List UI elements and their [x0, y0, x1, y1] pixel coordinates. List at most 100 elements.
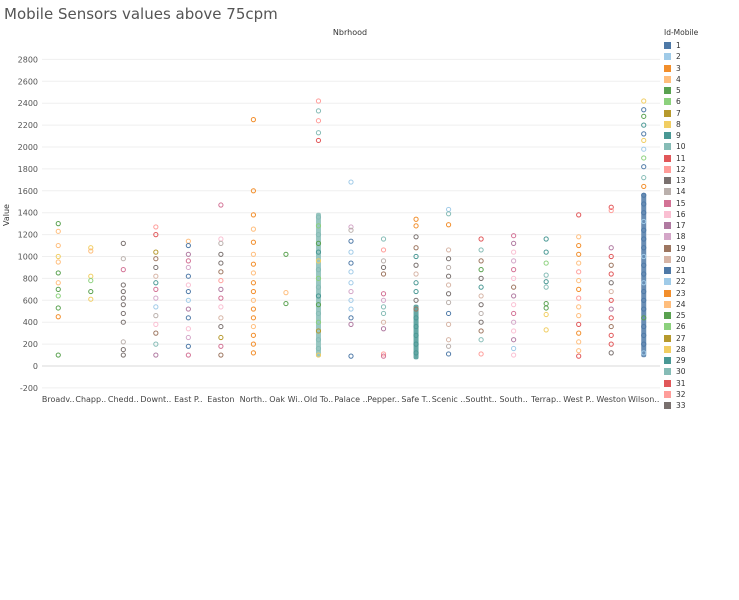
- data-point[interactable]: [55, 293, 61, 299]
- data-point[interactable]: [478, 293, 484, 299]
- data-point[interactable]: [315, 232, 322, 238]
- data-point[interactable]: [608, 306, 614, 312]
- data-point[interactable]: [380, 297, 387, 303]
- data-point[interactable]: [641, 113, 647, 119]
- data-point[interactable]: [478, 351, 484, 357]
- data-point[interactable]: [218, 323, 224, 330]
- data-point[interactable]: [88, 288, 94, 295]
- data-point[interactable]: [413, 253, 419, 260]
- data-point[interactable]: [218, 240, 224, 246]
- data-point[interactable]: [185, 258, 191, 264]
- data-point[interactable]: [153, 273, 159, 279]
- data-point[interactable]: [608, 332, 614, 338]
- legend-item[interactable]: 26: [664, 321, 738, 332]
- data-point[interactable]: [641, 146, 647, 152]
- data-point[interactable]: [315, 284, 322, 290]
- data-point[interactable]: [185, 306, 191, 312]
- data-point[interactable]: [88, 245, 94, 251]
- data-point[interactable]: [380, 326, 387, 332]
- data-point[interactable]: [120, 295, 126, 301]
- data-point[interactable]: [250, 323, 257, 330]
- data-point[interactable]: [380, 264, 387, 271]
- data-point[interactable]: [185, 334, 191, 341]
- data-point[interactable]: [153, 304, 159, 310]
- data-point[interactable]: [380, 319, 387, 325]
- data-point[interactable]: [445, 321, 452, 327]
- data-point[interactable]: [185, 315, 191, 321]
- data-point[interactable]: [380, 351, 387, 357]
- data-point[interactable]: [315, 130, 322, 136]
- data-point[interactable]: [315, 337, 322, 343]
- legend-item[interactable]: 17: [664, 220, 738, 231]
- data-point[interactable]: [88, 273, 94, 279]
- data-point[interactable]: [608, 350, 614, 356]
- data-point[interactable]: [511, 302, 517, 308]
- data-point[interactable]: [576, 286, 582, 292]
- data-point[interactable]: [120, 339, 126, 345]
- data-point[interactable]: [608, 323, 614, 330]
- data-point[interactable]: [315, 137, 322, 144]
- data-point[interactable]: [413, 297, 419, 303]
- data-point[interactable]: [641, 341, 647, 347]
- data-point[interactable]: [478, 267, 484, 273]
- data-point[interactable]: [218, 251, 224, 257]
- data-point[interactable]: [608, 280, 614, 286]
- data-point[interactable]: [413, 350, 419, 356]
- data-point[interactable]: [55, 221, 61, 227]
- data-point[interactable]: [641, 218, 647, 225]
- data-point[interactable]: [445, 256, 452, 262]
- data-point[interactable]: [348, 288, 354, 295]
- data-point[interactable]: [478, 337, 484, 343]
- data-point[interactable]: [413, 234, 419, 240]
- data-point[interactable]: [185, 273, 191, 279]
- data-point[interactable]: [250, 270, 257, 276]
- data-point[interactable]: [88, 296, 94, 302]
- data-point[interactable]: [185, 288, 191, 295]
- data-point[interactable]: [283, 290, 289, 296]
- data-point[interactable]: [445, 337, 452, 343]
- data-point[interactable]: [315, 352, 322, 358]
- data-point[interactable]: [315, 240, 322, 246]
- data-point[interactable]: [576, 321, 582, 327]
- data-point[interactable]: [315, 223, 322, 229]
- data-point[interactable]: [413, 315, 419, 321]
- data-point[interactable]: [576, 212, 582, 218]
- data-point[interactable]: [445, 206, 452, 213]
- data-point[interactable]: [478, 310, 484, 317]
- data-point[interactable]: [185, 297, 191, 303]
- data-point[interactable]: [153, 321, 159, 327]
- data-point[interactable]: [348, 315, 354, 321]
- data-point[interactable]: [608, 271, 614, 277]
- data-point[interactable]: [348, 238, 354, 244]
- data-point[interactable]: [380, 247, 387, 253]
- data-point[interactable]: [576, 348, 582, 354]
- data-point[interactable]: [413, 323, 419, 330]
- legend-item[interactable]: 1: [664, 40, 738, 51]
- data-point[interactable]: [218, 277, 224, 284]
- data-point[interactable]: [185, 282, 191, 288]
- data-point[interactable]: [250, 306, 257, 312]
- data-point[interactable]: [543, 284, 549, 290]
- data-point[interactable]: [413, 245, 419, 251]
- data-point[interactable]: [608, 207, 614, 214]
- legend-item[interactable]: 24: [664, 299, 738, 310]
- data-point[interactable]: [153, 224, 159, 230]
- data-point[interactable]: [250, 117, 257, 123]
- data-point[interactable]: [511, 240, 517, 246]
- data-point[interactable]: [608, 204, 614, 210]
- data-point[interactable]: [511, 345, 517, 352]
- data-point[interactable]: [576, 330, 582, 336]
- data-point[interactable]: [445, 299, 452, 306]
- data-point[interactable]: [641, 323, 647, 330]
- data-point[interactable]: [315, 293, 322, 299]
- legend-item[interactable]: 28: [664, 344, 738, 355]
- data-point[interactable]: [120, 302, 126, 308]
- legend-item[interactable]: 5: [664, 85, 738, 96]
- data-point[interactable]: [576, 251, 582, 257]
- legend-item[interactable]: 11: [664, 153, 738, 164]
- data-point[interactable]: [153, 295, 159, 301]
- data-point[interactable]: [153, 256, 159, 262]
- data-point[interactable]: [380, 353, 387, 359]
- data-point[interactable]: [445, 351, 452, 357]
- data-point[interactable]: [315, 267, 322, 273]
